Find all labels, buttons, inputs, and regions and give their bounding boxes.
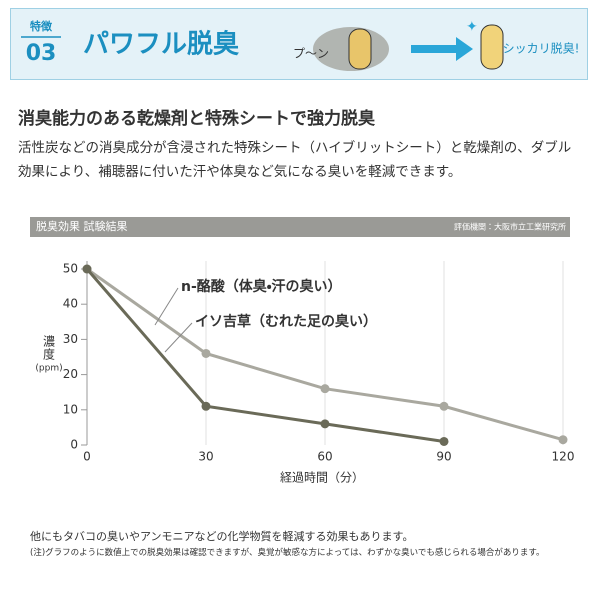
x-tick-label: 120 (552, 450, 575, 464)
footer-note: 他にもタバコの臭いやアンモニアなどの化学物質を軽減する効果もあります。 (30, 530, 414, 543)
y-axis-label: 度 (43, 348, 55, 362)
x-axis-label: 経過時間（分） (280, 471, 364, 485)
character (348, 28, 372, 70)
y-axis-label: (ppm) (35, 364, 62, 374)
x-tick-label: 60 (317, 450, 332, 464)
point (82, 264, 92, 274)
callout-line (154, 287, 179, 326)
y-tick-label: 50 (63, 262, 78, 276)
chart-title: 脱臭効果 試験結果 (36, 219, 128, 233)
series-line (85, 268, 445, 443)
point (201, 348, 211, 358)
x-tick-label: 30 (198, 450, 213, 464)
y-tick-label: 10 (63, 402, 78, 416)
point (439, 436, 449, 446)
series-label: n-酪酸（体臭・汗の臭い） (181, 278, 342, 295)
arrow (411, 37, 473, 61)
y-axis-label: 濃 (43, 335, 55, 349)
sparkle: ✦ (466, 19, 478, 35)
footer-disclaimer: (注)グラフのように数値上での脱臭効果は確認できますが、臭覚が敏感な方によっては… (30, 548, 545, 558)
header-band: 特徴 03 パワフル脱臭 プ〜ン ✦ シッカリ脱臭! (10, 8, 588, 80)
header-graphics: 特徴 03 パワフル脱臭 プ〜ン ✦ シッカリ脱臭! (21, 19, 580, 71)
point (558, 435, 568, 445)
chart: 脱臭効果 試験結果 評価機関：大阪市立工業研究所 0 30 60 90 120 0 10 20… (30, 217, 575, 485)
point (320, 419, 330, 429)
callout-line (164, 322, 193, 353)
x-tick-label: 90 (436, 450, 451, 464)
result-text: シッカリ脱臭! (503, 41, 580, 56)
y-tick-label: 40 (63, 297, 78, 311)
smell-text: プ〜ン (293, 47, 329, 61)
y-tick-label: 30 (63, 332, 78, 346)
character-clean (480, 24, 504, 70)
header-title: パワフル脱臭 (83, 30, 240, 60)
point (439, 401, 449, 411)
chart-title-bar (30, 217, 570, 237)
point (320, 384, 330, 394)
series-label: イソ吉草（むれた足の臭い） (195, 313, 377, 330)
section-body: 活性炭などの消臭成分が含浸された特殊シート（ハイブリットシート）と乾燥剤の、ダブ… (18, 140, 572, 180)
point (201, 401, 211, 411)
badge-label: 特徴 (30, 19, 53, 33)
y-tick-label: 20 (63, 367, 78, 381)
y-tick-label: 0 (70, 438, 78, 452)
chart-source: 評価機関：大阪市立工業研究所 (454, 222, 566, 232)
x-tick-label: 0 (83, 450, 91, 464)
badge-number: 03 (26, 41, 57, 66)
section-heading: 消臭能力のある乾燥剤と特殊シートで強力脱臭 (18, 109, 375, 129)
